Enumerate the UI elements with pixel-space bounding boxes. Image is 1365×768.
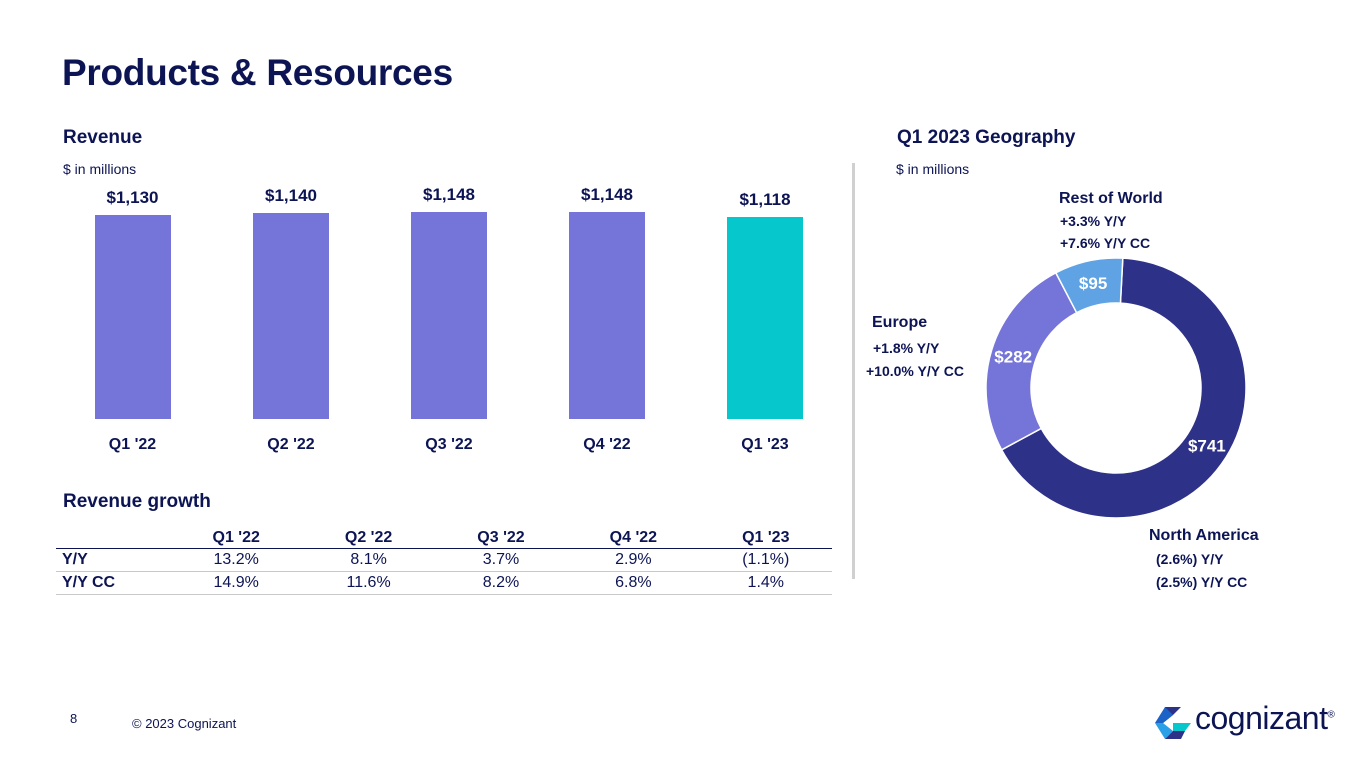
revenue-growth-table: Q1 '22 Q2 '22 Q3 '22 Q4 '22 Q1 '23 Y/Y 1… bbox=[56, 527, 832, 595]
europe-yy: +1.8% Y/Y bbox=[873, 340, 940, 356]
geography-donut-chart: $741 $282 $95 bbox=[985, 257, 1247, 519]
rest-of-world-yy: +3.3% Y/Y bbox=[1060, 213, 1127, 229]
column-header: Q1 '23 bbox=[699, 527, 832, 549]
bar bbox=[253, 213, 329, 419]
registered-mark: ® bbox=[1327, 709, 1335, 721]
category-tick-label: Q2 '22 bbox=[267, 436, 315, 453]
donut-slice bbox=[1000, 257, 1247, 519]
table-cell: 1.4% bbox=[699, 571, 832, 595]
geography-heading: Q1 2023 Geography bbox=[897, 127, 1076, 148]
category-tick-label: Q4 '22 bbox=[583, 436, 631, 453]
revenue-heading: Revenue bbox=[63, 127, 143, 148]
rest-of-world-yycc: +7.6% Y/Y CC bbox=[1060, 235, 1151, 251]
table-cell: 2.9% bbox=[567, 548, 700, 572]
cognizant-wordmark: cognizant® bbox=[1195, 700, 1335, 737]
revenue-unit: $ in millions bbox=[63, 161, 137, 177]
revenue-bar-chart: $1,130 Q1 '22 $1,140 Q2 '22 $1,148 Q3 '22 $1,1… bbox=[0, 0, 840, 470]
bar-value-label: $1,140 bbox=[265, 186, 317, 206]
column-header: Q1 '22 bbox=[170, 527, 303, 549]
table-cell: 6.8% bbox=[567, 571, 700, 595]
slice-value-label: $282 bbox=[994, 348, 1032, 367]
table-cell: 8.2% bbox=[434, 571, 568, 595]
rest-of-world-label: Rest of World bbox=[1059, 190, 1163, 207]
revenue-growth-heading: Revenue growth bbox=[63, 491, 211, 512]
category-tick-label: Q1 '22 bbox=[108, 436, 157, 453]
column-header: Q4 '22 bbox=[567, 527, 700, 549]
logo-text: cognizant bbox=[1195, 700, 1328, 736]
page-number: 8 bbox=[70, 711, 78, 726]
page-title: Products & Resources bbox=[62, 52, 453, 93]
geography-unit: $ in millions bbox=[896, 161, 970, 177]
bar bbox=[727, 217, 803, 419]
bar bbox=[94, 215, 171, 419]
table-cell: 11.6% bbox=[302, 571, 435, 595]
bar-value-label: $1,118 bbox=[739, 190, 791, 210]
europe-yycc: +10.0% Y/Y CC bbox=[866, 363, 964, 379]
table-cell: 8.1% bbox=[302, 548, 435, 572]
cognizant-logo-icon bbox=[1155, 707, 1191, 739]
slice-value-label: $95 bbox=[1079, 274, 1107, 293]
table-row: Y/Y 13.2% 8.1% 3.7% 2.9% (1.1%) bbox=[56, 548, 832, 572]
copyright: © 2023 Cognizant bbox=[132, 716, 237, 731]
bar-value-label: $1,148 bbox=[423, 185, 475, 204]
north-america-yy: (2.6%) Y/Y bbox=[1156, 551, 1224, 567]
donut-slice bbox=[1054, 257, 1124, 314]
row-label: Y/Y CC bbox=[56, 571, 170, 595]
slice-value-label: $741 bbox=[1188, 436, 1226, 455]
table-row: Y/Y CC 14.9% 11.6% 8.2% 6.8% 1.4% bbox=[56, 571, 832, 595]
bar bbox=[411, 212, 487, 419]
bar bbox=[569, 212, 645, 419]
bar-value-label: $1,148 bbox=[581, 185, 633, 204]
table-cell: 13.2% bbox=[170, 548, 303, 572]
table-cell: (1.1%) bbox=[699, 548, 832, 572]
bar-value-label: $1,130 bbox=[106, 188, 159, 208]
north-america-yycc: (2.5%) Y/Y CC bbox=[1156, 574, 1248, 590]
column-header: Q2 '22 bbox=[302, 527, 435, 549]
category-tick-label: Q3 '22 bbox=[425, 436, 473, 453]
europe-label: Europe bbox=[872, 314, 928, 331]
table-corner bbox=[56, 527, 170, 549]
table-header-row: Q1 '22 Q2 '22 Q3 '22 Q4 '22 Q1 '23 bbox=[56, 527, 832, 549]
section-divider bbox=[852, 163, 855, 579]
column-header: Q3 '22 bbox=[434, 527, 568, 549]
table-cell: 14.9% bbox=[170, 571, 303, 595]
north-america-label: North America bbox=[1149, 527, 1259, 544]
category-tick-label: Q1 '23 bbox=[741, 436, 789, 453]
row-label: Y/Y bbox=[56, 548, 170, 572]
table-cell: 3.7% bbox=[434, 548, 568, 572]
